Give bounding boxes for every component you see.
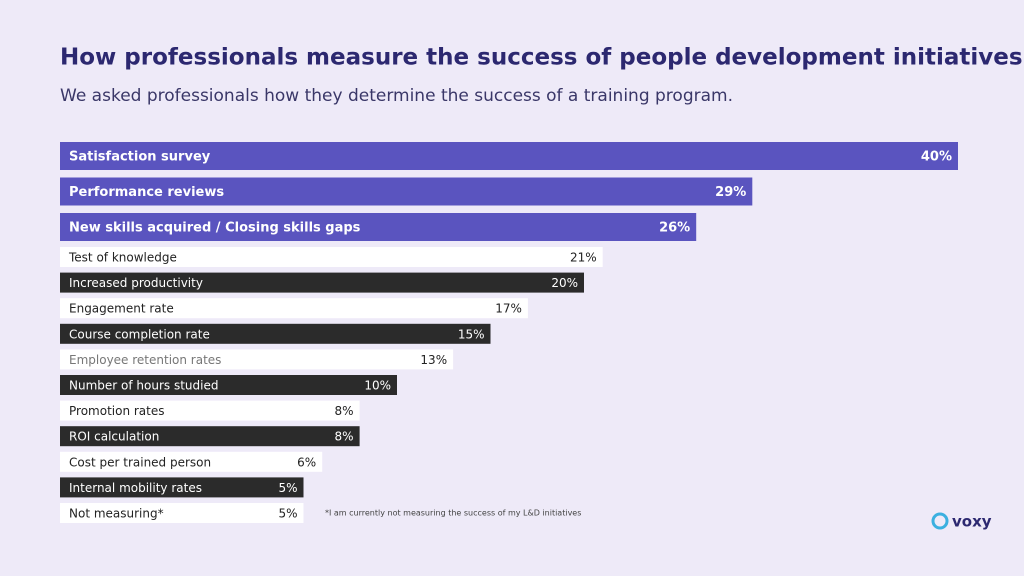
bar: [60, 451, 323, 472]
bar-label: Increased productivity: [69, 276, 203, 290]
logo: voxy: [931, 512, 992, 531]
bar-label: Promotion rates: [69, 404, 165, 418]
bar: [60, 375, 397, 395]
bar-label: Not measuring*: [69, 507, 164, 521]
footnote: *I am currently not measuring the succes…: [325, 509, 581, 518]
brand: voxy: [952, 513, 992, 531]
bar: [60, 298, 528, 319]
bar: [60, 349, 454, 370]
bar: [60, 323, 491, 344]
bar-label: Test of knowledge: [68, 251, 177, 265]
bar: [60, 426, 360, 447]
value-label: 21%: [570, 251, 597, 265]
value-label: 15%: [458, 327, 485, 341]
bar-label: Cost per trained person: [69, 455, 211, 469]
value-label: 29%: [715, 185, 746, 200]
bar-label: New skills acquired / Closing skills gap…: [69, 221, 361, 236]
bar-label: Internal mobility rates: [69, 481, 202, 495]
bar: [60, 177, 753, 206]
value-label: 10%: [364, 379, 391, 393]
bar-label: Number of hours studied: [69, 379, 218, 393]
bar-label: Engagement rate: [69, 302, 174, 316]
bar: [60, 142, 958, 170]
chart-title: How professionals measure the success of…: [60, 45, 1023, 71]
value-label: 5%: [278, 481, 297, 495]
bar: [60, 477, 304, 498]
value-label: 6%: [297, 455, 316, 469]
bar: [60, 213, 697, 241]
value-label: 20%: [551, 276, 578, 290]
bar: [60, 247, 603, 267]
chart-subtitle: We asked professionals how they determin…: [60, 86, 733, 106]
bar-label: Employee retention rates: [69, 353, 221, 367]
value-label: 5%: [278, 507, 297, 521]
bar-label: Satisfaction survey: [69, 150, 211, 165]
value-label: 40%: [921, 150, 952, 165]
bar: [60, 503, 304, 523]
bar-label: Performance reviews: [69, 185, 224, 200]
value-label: 8%: [335, 430, 354, 444]
value-label: 17%: [495, 302, 522, 316]
bar: [60, 272, 584, 293]
value-label: 26%: [659, 221, 690, 236]
value-label: 8%: [335, 404, 354, 418]
bar-label: ROI calculation: [69, 430, 159, 444]
logo-icon: [931, 512, 949, 530]
bar: [60, 400, 360, 421]
value-label: 13%: [420, 353, 447, 367]
bar-label: Course completion rate: [69, 327, 210, 341]
